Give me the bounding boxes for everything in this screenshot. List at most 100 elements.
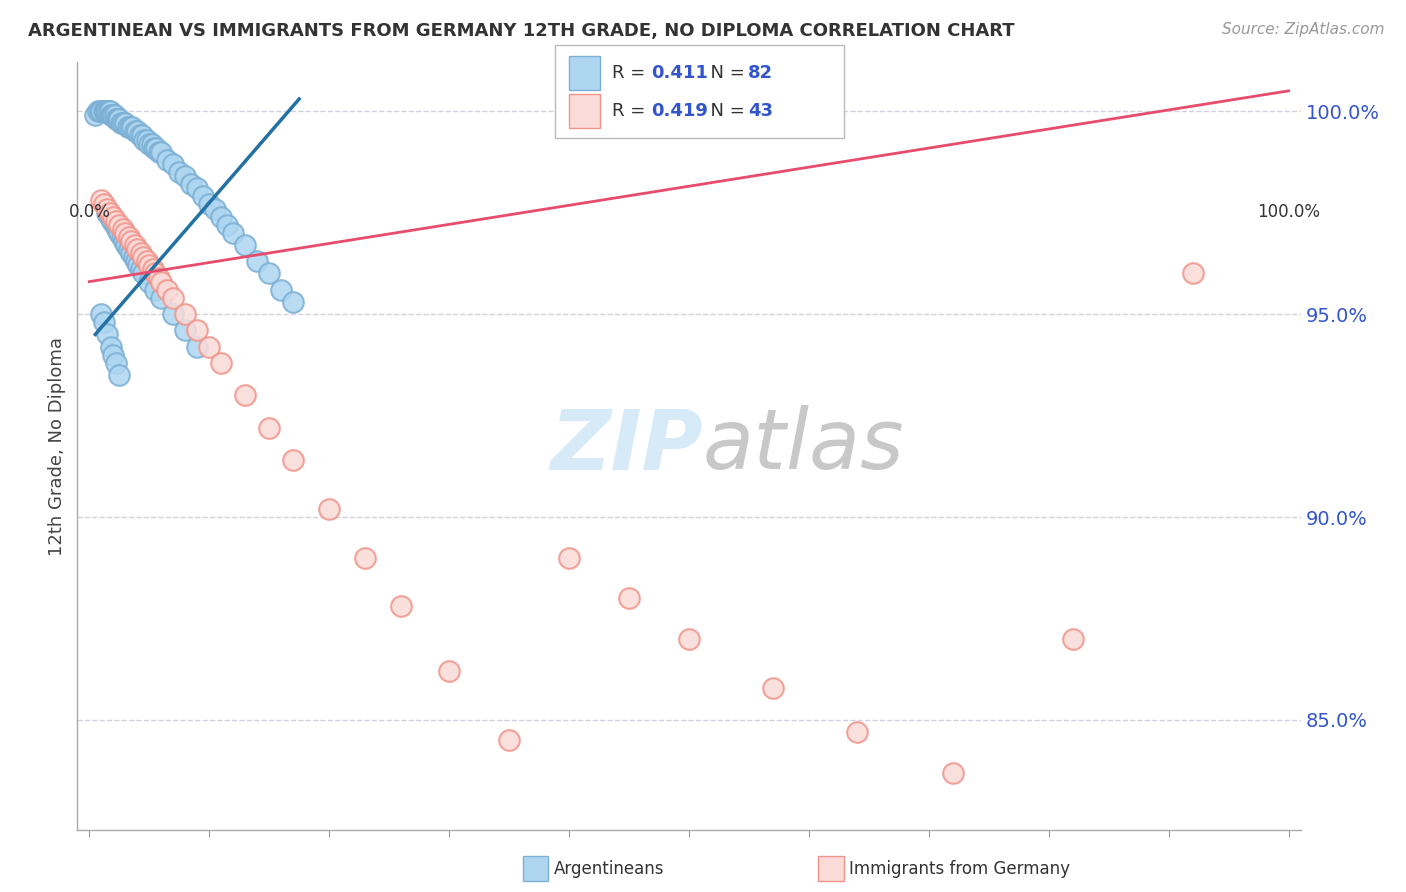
Point — [124, 238, 146, 252]
Point — [110, 116, 132, 130]
Point — [942, 765, 965, 780]
Point — [138, 136, 160, 151]
Point — [150, 275, 173, 289]
Point — [222, 226, 245, 240]
Point — [174, 307, 197, 321]
Point — [111, 116, 134, 130]
Point — [204, 202, 226, 216]
Text: ZIP: ZIP — [550, 406, 703, 486]
Point — [105, 112, 128, 127]
Point — [198, 340, 221, 354]
Point — [233, 238, 256, 252]
Y-axis label: 12th Grade, No Diploma: 12th Grade, No Diploma — [48, 336, 66, 556]
Text: N =: N = — [699, 102, 751, 120]
Point — [186, 181, 208, 195]
Point — [143, 267, 166, 281]
Point — [118, 230, 141, 244]
Point — [193, 189, 215, 203]
Text: atlas: atlas — [703, 406, 904, 486]
Point — [104, 112, 127, 127]
Point — [84, 108, 107, 122]
Point — [143, 141, 166, 155]
Point — [104, 213, 127, 227]
Point — [128, 128, 150, 143]
Point — [120, 246, 142, 260]
Point — [845, 725, 868, 739]
Point — [437, 665, 460, 679]
Point — [1062, 632, 1084, 646]
Text: 0.411: 0.411 — [651, 64, 707, 82]
Text: R =: R = — [612, 102, 651, 120]
Point — [93, 315, 115, 329]
Point — [209, 356, 232, 370]
Text: R =: R = — [612, 64, 651, 82]
Point — [90, 307, 112, 321]
Point — [257, 267, 280, 281]
Point — [120, 120, 142, 135]
Point — [150, 291, 173, 305]
Point — [86, 104, 108, 119]
Point — [97, 104, 120, 119]
Point — [131, 128, 153, 143]
Point — [558, 550, 581, 565]
Point — [217, 218, 239, 232]
Point — [156, 153, 179, 167]
Point — [89, 104, 111, 119]
Point — [103, 218, 125, 232]
Point — [762, 681, 785, 695]
Point — [93, 197, 115, 211]
Point — [98, 210, 121, 224]
Point — [127, 124, 149, 138]
Point — [90, 194, 112, 208]
Point — [111, 230, 134, 244]
Point — [93, 104, 115, 119]
Point — [233, 388, 256, 402]
Point — [198, 197, 221, 211]
Point — [103, 108, 125, 122]
Point — [105, 222, 128, 236]
Point — [122, 250, 145, 264]
Point — [114, 226, 136, 240]
Point — [101, 213, 124, 227]
Point — [169, 165, 191, 179]
Point — [354, 550, 377, 565]
Point — [257, 421, 280, 435]
Point — [180, 178, 202, 192]
Text: Argentineans: Argentineans — [554, 860, 665, 878]
Point — [108, 112, 131, 127]
Point — [138, 275, 160, 289]
Text: 43: 43 — [748, 102, 773, 120]
Point — [318, 502, 340, 516]
Point — [98, 205, 121, 219]
Point — [118, 242, 141, 256]
Point — [96, 205, 118, 219]
Point — [96, 202, 118, 216]
Point — [96, 104, 118, 119]
Point — [125, 254, 148, 268]
Text: 0.419: 0.419 — [651, 102, 707, 120]
Text: 0.0%: 0.0% — [69, 202, 110, 221]
Point — [115, 238, 138, 252]
Point — [498, 733, 520, 747]
Point — [103, 210, 125, 224]
Text: 82: 82 — [748, 64, 773, 82]
Point — [162, 157, 184, 171]
Point — [107, 112, 129, 127]
Point — [90, 104, 112, 119]
Point — [141, 136, 163, 151]
Point — [103, 108, 125, 122]
Point — [389, 599, 412, 614]
Point — [114, 116, 136, 130]
Point — [94, 104, 117, 119]
Point — [162, 291, 184, 305]
Point — [156, 283, 179, 297]
Point — [124, 124, 146, 138]
Point — [283, 294, 305, 309]
Point — [142, 262, 165, 277]
Point — [129, 262, 152, 277]
Point — [127, 242, 149, 256]
Point — [148, 270, 170, 285]
Point — [112, 234, 135, 248]
Point — [617, 591, 640, 606]
Point — [117, 120, 139, 135]
